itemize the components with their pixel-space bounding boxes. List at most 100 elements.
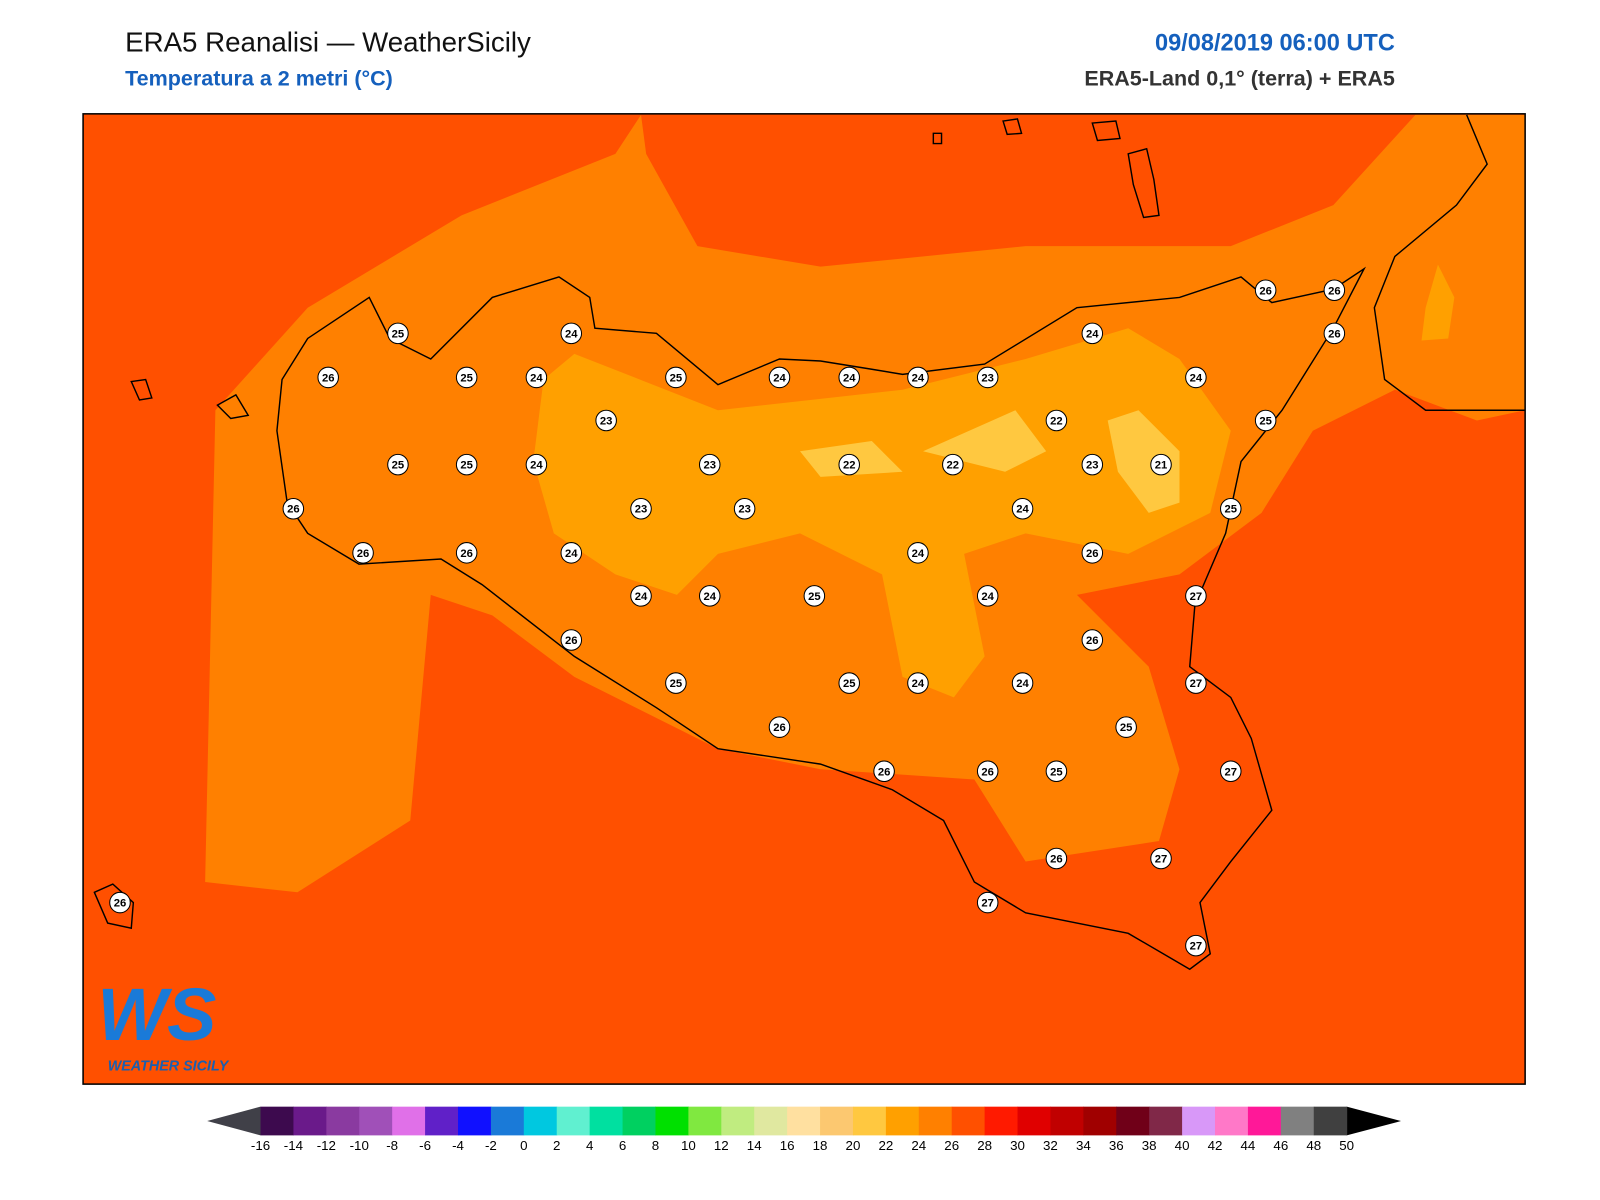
logo-mark: WS xyxy=(97,973,216,1056)
colorbar-tick-label: 40 xyxy=(1175,1138,1190,1153)
island xyxy=(1091,120,1121,142)
colorbar-tick-label: 48 xyxy=(1306,1138,1321,1153)
station-value: 23 xyxy=(1086,460,1099,472)
station-value: 21 xyxy=(1155,460,1168,472)
colorbar-swatch xyxy=(260,1106,294,1136)
station-value: 24 xyxy=(530,372,543,384)
station-value: 27 xyxy=(1225,766,1238,778)
station-marker xyxy=(560,322,583,345)
station-value: 25 xyxy=(1225,504,1238,516)
colorbar-tick-label: 18 xyxy=(813,1138,828,1153)
colorbar-swatch xyxy=(1116,1106,1150,1136)
colorbar-tick-label: -12 xyxy=(317,1138,336,1153)
station-marker xyxy=(1185,585,1207,607)
station-marker xyxy=(109,891,131,914)
station-marker xyxy=(942,453,964,476)
colorbar-over xyxy=(1346,1106,1402,1136)
station-value: 24 xyxy=(843,372,856,384)
station-value: 26 xyxy=(565,635,578,647)
colorbar-tick-label: 38 xyxy=(1142,1138,1157,1153)
station-marker xyxy=(1045,760,1068,783)
coastline-sicily xyxy=(276,266,1367,971)
station-value: 22 xyxy=(843,460,856,472)
station-marker xyxy=(768,366,791,389)
island xyxy=(1002,118,1023,136)
station-value: 25 xyxy=(1259,416,1272,428)
station-value: 25 xyxy=(392,460,405,472)
station-value: 24 xyxy=(565,328,578,340)
station-value: 25 xyxy=(1120,722,1133,734)
colorbar-tick-label: 10 xyxy=(681,1138,696,1153)
island xyxy=(932,132,943,145)
station-value: 25 xyxy=(843,678,856,690)
colorbar-tick-label: 32 xyxy=(1043,1138,1058,1153)
colorbar-swatch xyxy=(885,1106,920,1136)
colorbar-tick-label: 28 xyxy=(977,1138,992,1153)
colorbar-swatch xyxy=(293,1106,327,1136)
station-value: 23 xyxy=(635,504,648,516)
station-marker xyxy=(1220,497,1242,520)
station-marker xyxy=(976,585,999,607)
station-value: 26 xyxy=(1050,853,1063,865)
colorbar-tick-label: -4 xyxy=(452,1138,464,1153)
station-marker xyxy=(1081,542,1104,564)
station-value: 26 xyxy=(1328,328,1341,340)
station-marker xyxy=(352,542,374,564)
station-marker xyxy=(1185,934,1207,957)
station-marker xyxy=(733,497,756,520)
station-marker xyxy=(698,453,721,476)
station-value: 27 xyxy=(981,898,994,910)
station-marker xyxy=(1185,672,1207,694)
colorbar-tick-label: 36 xyxy=(1109,1138,1124,1153)
island xyxy=(130,378,153,401)
source: ERA5-Land 0,1° (terra) + ERA5 xyxy=(1084,67,1395,91)
station-marker xyxy=(1185,366,1207,389)
colorbar-tick-label: 16 xyxy=(780,1138,795,1153)
station-value: 23 xyxy=(981,372,994,384)
station-value: 26 xyxy=(878,766,891,778)
station-value: 24 xyxy=(912,678,925,690)
station-value: 26 xyxy=(1328,285,1341,297)
station-marker xyxy=(1150,847,1172,870)
colorbar-tick-label: 20 xyxy=(846,1138,861,1153)
station-value: 25 xyxy=(1050,766,1063,778)
colorbar-swatch xyxy=(1182,1106,1216,1136)
station-value: 26 xyxy=(287,504,300,516)
colorbar-swatch xyxy=(1083,1106,1117,1136)
contour-22-24 xyxy=(1421,264,1455,341)
station-marker xyxy=(976,891,999,914)
station-value: 24 xyxy=(912,372,925,384)
colorbar-tick-label: 0 xyxy=(520,1138,527,1153)
station-value: 26 xyxy=(114,898,127,910)
station-value: 27 xyxy=(1190,591,1203,603)
station-value: 23 xyxy=(600,416,613,428)
station-value: 24 xyxy=(565,548,578,560)
colorbar-swatch xyxy=(622,1106,656,1136)
colorbar-tick-label: -2 xyxy=(485,1138,497,1153)
station-value: 27 xyxy=(1190,941,1203,953)
station-marker xyxy=(907,366,929,389)
station-marker xyxy=(455,453,478,476)
station-value: 24 xyxy=(981,591,994,603)
colorbar-tick-label: -8 xyxy=(386,1138,398,1153)
colorbar-swatch xyxy=(589,1106,624,1136)
map: 25 24 26 25 24 25 24 24 24 23 24 24 26 26 26 23 22 25 25 25… xyxy=(82,113,1526,1085)
colorbar-swatch xyxy=(457,1106,492,1136)
colorbar-tick-label: 14 xyxy=(747,1138,762,1153)
station-marker xyxy=(525,453,548,476)
station-marker xyxy=(1011,497,1034,520)
station-value: 24 xyxy=(1086,328,1099,340)
station-marker xyxy=(1254,409,1277,432)
colorbar-under xyxy=(207,1106,261,1136)
station-marker xyxy=(387,453,409,476)
station-marker xyxy=(1254,279,1277,302)
station-marker xyxy=(560,629,583,651)
colorbar-swatch xyxy=(984,1106,1019,1136)
station-value: 24 xyxy=(635,591,648,603)
station-value: 22 xyxy=(1050,416,1063,428)
station-marker xyxy=(803,585,826,607)
station-marker xyxy=(387,322,409,345)
station-value: 26 xyxy=(460,548,473,560)
colorbar-swatch xyxy=(1215,1106,1249,1136)
